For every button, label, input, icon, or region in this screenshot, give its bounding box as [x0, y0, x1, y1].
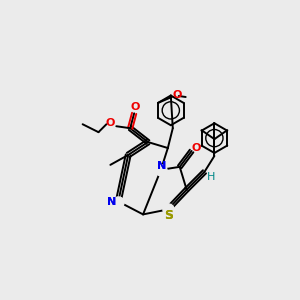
Text: N: N — [157, 161, 167, 171]
Text: S: S — [164, 209, 173, 222]
Text: N: N — [107, 196, 116, 206]
Text: S: S — [164, 209, 173, 222]
Text: O: O — [172, 90, 182, 100]
Text: O: O — [130, 102, 140, 112]
Text: N: N — [157, 161, 167, 171]
Text: O: O — [106, 118, 115, 128]
Text: H: H — [207, 172, 216, 182]
Text: N: N — [107, 196, 116, 206]
Text: O: O — [192, 143, 201, 153]
